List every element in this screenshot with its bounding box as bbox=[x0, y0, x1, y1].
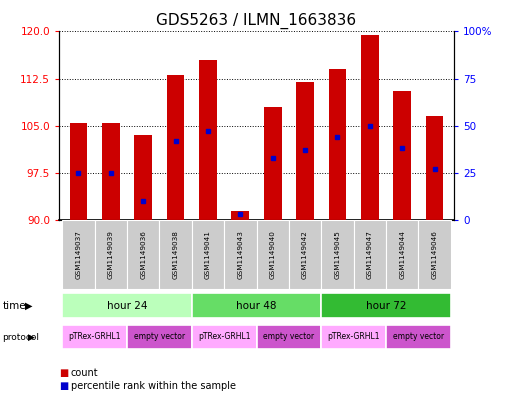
Text: empty vector: empty vector bbox=[393, 332, 444, 342]
Bar bbox=[62, 325, 127, 349]
Text: percentile rank within the sample: percentile rank within the sample bbox=[71, 381, 236, 391]
Bar bbox=[192, 325, 256, 349]
Text: ■: ■ bbox=[59, 367, 68, 378]
Bar bbox=[289, 220, 321, 289]
Text: empty vector: empty vector bbox=[134, 332, 185, 342]
Text: ▶: ▶ bbox=[28, 333, 34, 342]
Bar bbox=[94, 220, 127, 289]
Text: GSM1149047: GSM1149047 bbox=[367, 230, 373, 279]
Bar bbox=[296, 82, 314, 220]
Bar bbox=[256, 325, 321, 349]
Text: GSM1149037: GSM1149037 bbox=[75, 230, 82, 279]
Bar bbox=[127, 325, 192, 349]
Text: pTRex-GRHL1: pTRex-GRHL1 bbox=[327, 332, 380, 342]
Text: time: time bbox=[3, 301, 26, 311]
Bar bbox=[361, 35, 379, 220]
Text: hour 72: hour 72 bbox=[366, 301, 406, 310]
Text: count: count bbox=[71, 367, 98, 378]
Text: pTRex-GRHL1: pTRex-GRHL1 bbox=[198, 332, 250, 342]
Bar bbox=[199, 60, 217, 220]
Text: GSM1149044: GSM1149044 bbox=[399, 230, 405, 279]
Bar bbox=[192, 293, 321, 318]
Text: ▶: ▶ bbox=[25, 301, 32, 311]
Bar bbox=[386, 325, 451, 349]
Bar bbox=[426, 116, 443, 220]
Text: empty vector: empty vector bbox=[263, 332, 314, 342]
Text: GSM1149040: GSM1149040 bbox=[270, 230, 275, 279]
Text: GSM1149046: GSM1149046 bbox=[431, 230, 438, 279]
Bar bbox=[160, 220, 192, 289]
Bar bbox=[393, 91, 411, 220]
Text: ■: ■ bbox=[59, 381, 68, 391]
Bar bbox=[62, 293, 192, 318]
Bar bbox=[264, 107, 282, 220]
Bar bbox=[70, 123, 87, 220]
Text: GSM1149043: GSM1149043 bbox=[238, 230, 243, 279]
Bar bbox=[192, 220, 224, 289]
Bar bbox=[386, 220, 419, 289]
Bar bbox=[224, 220, 256, 289]
Text: pTRex-GRHL1: pTRex-GRHL1 bbox=[68, 332, 121, 342]
Bar bbox=[62, 220, 94, 289]
Bar bbox=[321, 325, 386, 349]
Bar bbox=[321, 220, 353, 289]
Bar bbox=[353, 220, 386, 289]
Bar bbox=[102, 123, 120, 220]
Bar bbox=[167, 75, 185, 220]
Text: hour 48: hour 48 bbox=[236, 301, 277, 310]
Text: GSM1149039: GSM1149039 bbox=[108, 230, 114, 279]
Title: GDS5263 / ILMN_1663836: GDS5263 / ILMN_1663836 bbox=[156, 13, 357, 29]
Bar bbox=[134, 135, 152, 220]
Bar bbox=[127, 220, 160, 289]
Bar bbox=[419, 220, 451, 289]
Bar bbox=[328, 69, 346, 220]
Bar bbox=[231, 211, 249, 220]
Text: GSM1149036: GSM1149036 bbox=[140, 230, 146, 279]
Text: GSM1149042: GSM1149042 bbox=[302, 230, 308, 279]
Text: hour 24: hour 24 bbox=[107, 301, 147, 310]
Text: GSM1149041: GSM1149041 bbox=[205, 230, 211, 279]
Text: GSM1149045: GSM1149045 bbox=[334, 230, 341, 279]
Text: GSM1149038: GSM1149038 bbox=[172, 230, 179, 279]
Bar bbox=[256, 220, 289, 289]
Text: protocol: protocol bbox=[3, 333, 40, 342]
Bar bbox=[321, 293, 451, 318]
